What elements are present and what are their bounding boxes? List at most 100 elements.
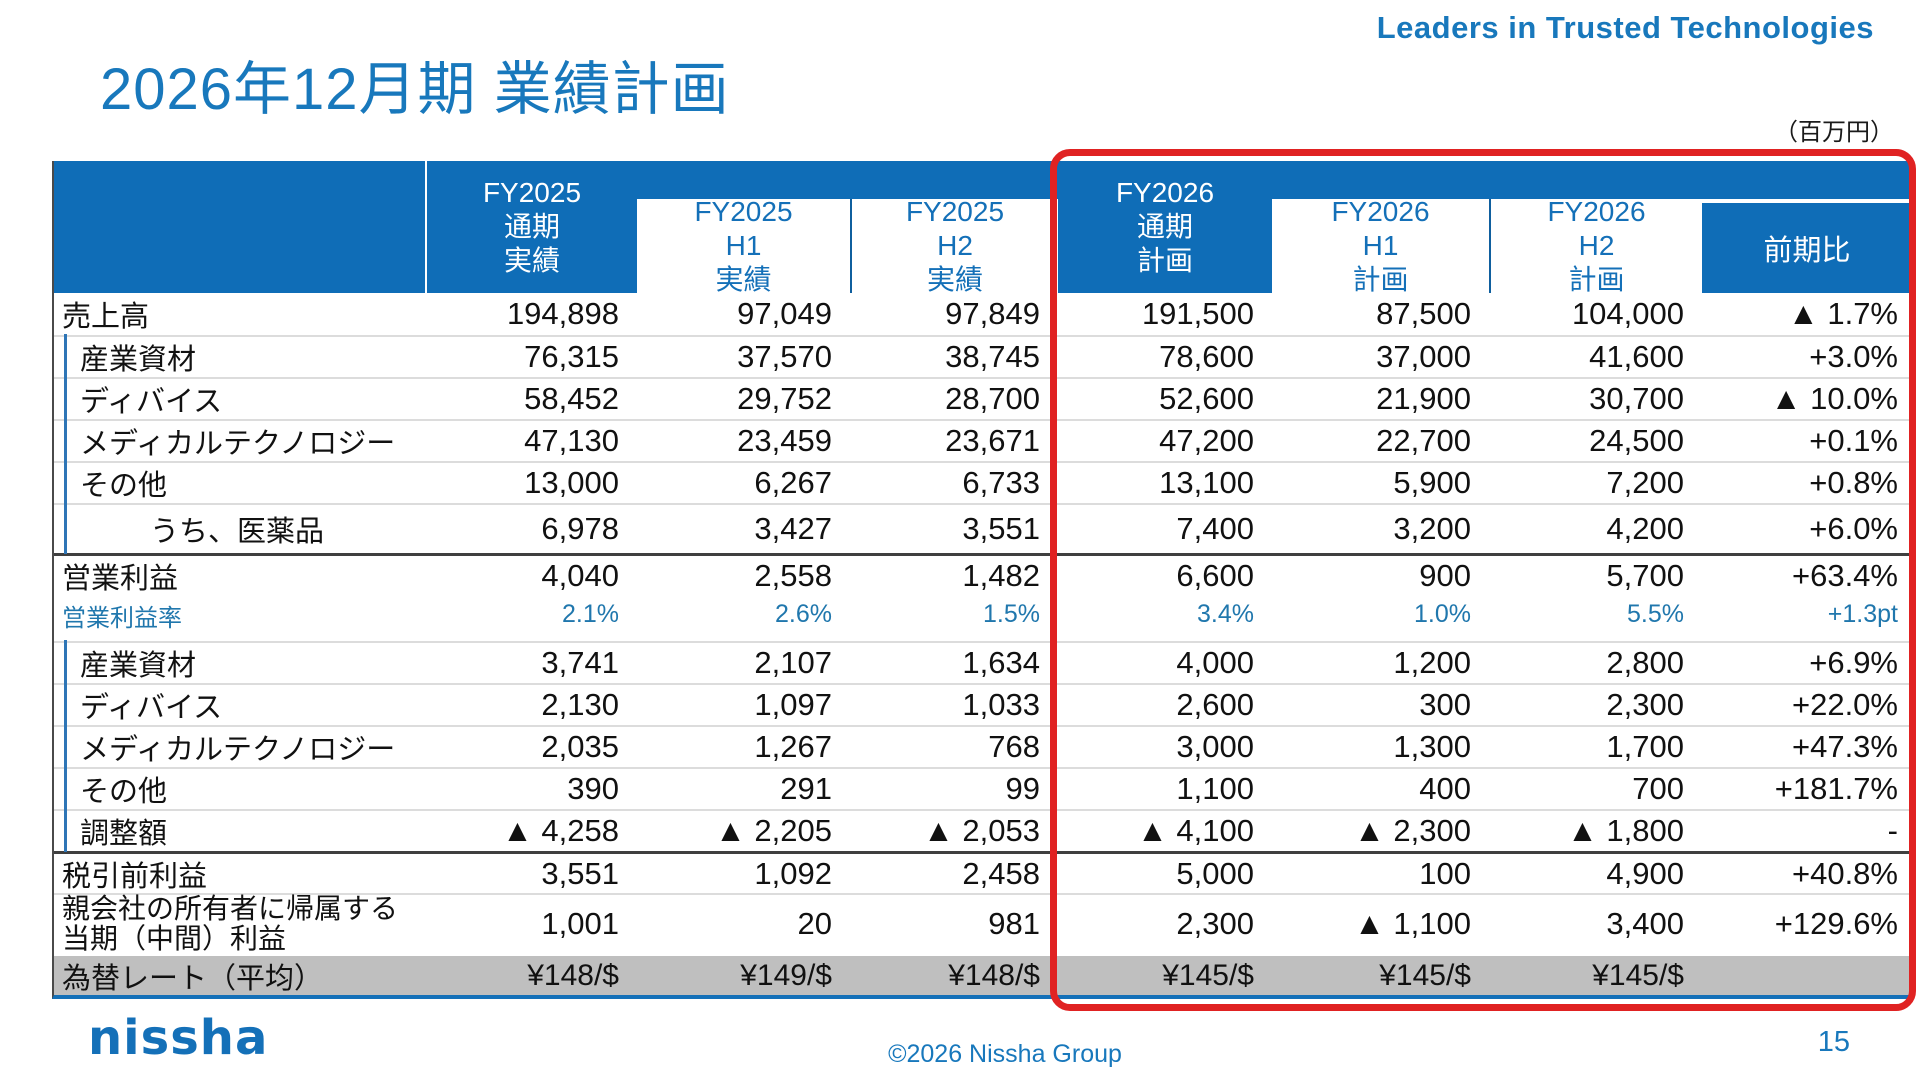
cell-value: 37,570 (737, 339, 832, 374)
header-fy2026-h1: FY2026 H1 計画 (1272, 161, 1489, 295)
table-row: ディバイス 2,130 1,097 1,033 2,600 300 2,300 +22.0% (54, 682, 1912, 726)
cell-value: +22.0% (1791, 687, 1898, 722)
cell-value: +1.3pt (1827, 600, 1898, 628)
cell-value: 5.5% (1627, 600, 1684, 628)
cell-value: 1,097 (754, 687, 832, 722)
cell-value: ▲ 4,100 (1137, 813, 1254, 848)
cell-value: 191,500 (1141, 296, 1254, 331)
cell-value: 3,551 (541, 855, 619, 891)
row-label: 親会社の所有者に帰属する 当期（中間）利益 (62, 893, 399, 954)
cell-value: 6,267 (754, 465, 832, 500)
row-label: 産業資材 (54, 640, 427, 684)
table-row: 産業資材 76,315 37,570 38,745 78,600 37,000 41,600… (54, 334, 1912, 378)
cell-value: 2,800 (1606, 645, 1684, 680)
header-fy2025-h1: FY2025 H1 実績 (637, 161, 850, 295)
row-label: 調整額 (54, 808, 427, 852)
header-empty-cell (54, 161, 427, 293)
cell-value: 194,898 (506, 296, 619, 331)
header-fy2025-h2: FY2025 H2 実績 (850, 161, 1058, 295)
cell-value: +6.9% (1809, 645, 1898, 680)
cell-value: 22,700 (1376, 423, 1471, 458)
row-label: ディバイス (54, 682, 427, 726)
cell-value: +181.7% (1774, 771, 1898, 806)
cell-value: 291 (780, 771, 832, 806)
cell-value: 5,900 (1393, 465, 1471, 500)
cell-value: 78,600 (1159, 339, 1254, 374)
cell-value: 76,315 (524, 339, 619, 374)
cell-value: 2.1% (562, 600, 619, 628)
cell-value: 97,849 (945, 296, 1040, 331)
header-fy2026-h2: FY2026 H2 計画 (1489, 161, 1702, 295)
cell-value: 300 (1419, 687, 1471, 722)
cell-value: +63.4% (1791, 557, 1898, 593)
cell-value: 1,200 (1393, 645, 1471, 680)
cell-value: 24,500 (1589, 423, 1684, 458)
table-row: その他 390 291 99 1,100 400 700 +181.7% (54, 766, 1912, 810)
cell-value: 1,300 (1393, 729, 1471, 764)
cell-value: 47,200 (1159, 423, 1254, 458)
row-label: その他 (54, 460, 427, 504)
cell-value: 2,035 (541, 729, 619, 764)
cell-value: 768 (988, 729, 1040, 764)
cell-value: 28,700 (945, 381, 1040, 416)
table-row: 税引前利益 3,551 1,092 2,458 5,000 100 4,900 +40.8% (54, 851, 1912, 893)
cell-value: 5,000 (1176, 855, 1254, 891)
table-row: 営業利益 4,040 2,558 1,482 6,600 900 5,700 +63.4% (54, 553, 1912, 595)
cell-value: 23,671 (945, 423, 1040, 458)
cell-value: 38,745 (945, 339, 1040, 374)
cell-value: +6.0% (1809, 511, 1898, 546)
table-body: 売上高 194,898 97,049 97,849 191,500 87,500 104,0… (54, 293, 1912, 995)
table-row: 産業資材 3,741 2,107 1,634 4,000 1,200 2,800 +6.9% (54, 640, 1912, 684)
cell-value: 13,000 (524, 465, 619, 500)
cell-value: 41,600 (1589, 339, 1684, 374)
table-row: 調整額 ▲ 4,258 ▲ 2,205 ▲ 2,053 ▲ 4,100 ▲ 2,300 ▲ … (54, 808, 1912, 852)
cell-value: 700 (1632, 771, 1684, 806)
table-row: その他 13,000 6,267 6,733 13,100 5,900 7,200 +0.8% (54, 460, 1912, 504)
cell-value: 900 (1419, 557, 1471, 593)
cell-value: 104,000 (1571, 296, 1684, 331)
row-label: 税引前利益 (62, 860, 208, 893)
page-number: 15 (1817, 1026, 1850, 1058)
row-label: 産業資材 (54, 334, 427, 378)
cell-value: +0.8% (1809, 465, 1898, 500)
table-row: うち、医薬品 6,978 3,427 3,551 7,400 3,200 4,200 +6.0… (54, 502, 1912, 554)
cell-value: +40.8% (1791, 855, 1898, 891)
cell-value: 13,100 (1159, 465, 1254, 500)
cell-value: 1,267 (754, 729, 832, 764)
cell-value: 3.4% (1197, 600, 1254, 628)
cell-value: 2,600 (1176, 687, 1254, 722)
cell-value: ▲ 10.0% (1770, 381, 1898, 416)
cell-value: ▲ 1.7% (1788, 296, 1898, 331)
cell-value: 1,634 (962, 645, 1040, 680)
cell-value: 30,700 (1589, 381, 1684, 416)
row-label: 為替レート（平均） (62, 962, 324, 995)
cell-value: 1,100 (1176, 771, 1254, 806)
copyright: ©2026 Nissha Group (888, 1040, 1122, 1068)
row-label: うち、医薬品 (54, 502, 427, 554)
cell-value: 20 (797, 906, 832, 941)
row-label: 売上高 (62, 301, 150, 333)
row-label: 営業利益率 (62, 605, 182, 632)
table-row: メディカルテクノロジー 47,130 23,459 23,671 47,200 22,70… (54, 418, 1912, 462)
cell-value: 390 (567, 771, 619, 806)
cell-value: ¥145/$ (1592, 958, 1684, 992)
cell-value: 2,130 (541, 687, 619, 722)
cell-value: 3,741 (541, 645, 619, 680)
header-fy2025-full: FY2025 通期 実績 (482, 177, 582, 276)
cell-value: 1.5% (983, 600, 1040, 628)
row-label: 営業利益 (62, 562, 179, 595)
cell-value: +129.6% (1774, 906, 1898, 941)
cell-value: 2,107 (754, 645, 832, 680)
cell-value: 3,551 (962, 511, 1040, 546)
cell-value: 7,400 (1176, 511, 1254, 546)
row-label: メディカルテクノロジー (54, 418, 427, 462)
cell-value: 981 (988, 906, 1040, 941)
cell-value: ▲ 2,300 (1354, 813, 1471, 848)
cell-value: 2,558 (754, 557, 832, 593)
cell-value: 3,400 (1606, 906, 1684, 941)
cell-value: 400 (1419, 771, 1471, 806)
table-header-row: FY2025 通期 実績 FY2025 H1 実績 FY2025 H2 実績 (54, 161, 1912, 295)
row-label: ディバイス (54, 376, 427, 420)
cell-value: 1,001 (541, 906, 619, 941)
